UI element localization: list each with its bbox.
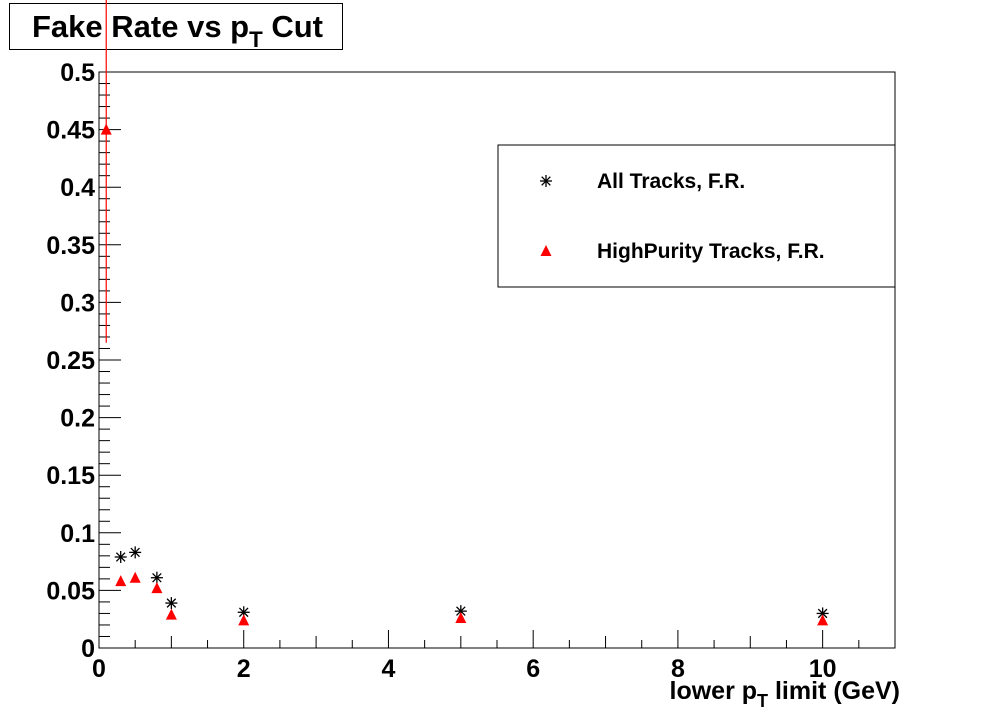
y-tick-label: 0.5 bbox=[60, 59, 95, 87]
y-tick-label: 0.4 bbox=[60, 174, 95, 202]
x-tick-label: 10 bbox=[809, 655, 837, 683]
x-axis-label: lower pT limit (GeV) bbox=[669, 677, 901, 712]
y-tick-label: 0.35 bbox=[46, 232, 95, 260]
legend-label: All Tracks, F.R. bbox=[597, 170, 745, 193]
chart-title-box: Fake Rate vs pT Cut bbox=[9, 3, 343, 53]
data-point-highpurity bbox=[115, 575, 127, 587]
y-tick-label: 0 bbox=[81, 635, 95, 663]
legend-label: HighPurity Tracks, F.R. bbox=[597, 240, 825, 263]
legend-marker bbox=[540, 245, 552, 256]
y-tick-label: 0.15 bbox=[46, 462, 95, 490]
data-point-highpurity bbox=[100, 123, 112, 135]
chart-title: Fake Rate vs pT Cut bbox=[32, 9, 324, 53]
x-tick-label: 6 bbox=[526, 655, 540, 683]
x-tick-label: 2 bbox=[237, 655, 251, 683]
y-tick-label: 0.25 bbox=[46, 347, 95, 375]
y-tick-label: 0.45 bbox=[46, 117, 95, 145]
data-point-highpurity bbox=[455, 612, 467, 624]
x-tick-label: 4 bbox=[382, 655, 396, 683]
data-point-all-tracks bbox=[150, 571, 163, 584]
y-tick-label: 0.1 bbox=[60, 520, 95, 548]
x-tick-label: 8 bbox=[671, 655, 685, 683]
y-tick-label: 0.2 bbox=[60, 405, 95, 433]
data-point-highpurity bbox=[817, 614, 829, 626]
legend-marker bbox=[540, 175, 552, 187]
data-point-highpurity bbox=[165, 608, 177, 620]
data-point-highpurity bbox=[151, 582, 163, 594]
data-point-highpurity bbox=[129, 571, 141, 583]
data-point-all-tracks bbox=[114, 550, 127, 563]
legend-box bbox=[497, 144, 896, 288]
data-point-all-tracks bbox=[129, 546, 142, 559]
data-point-highpurity bbox=[238, 614, 250, 626]
data-point-all-tracks bbox=[165, 597, 178, 610]
x-tick-label: 0 bbox=[92, 655, 106, 683]
y-tick-label: 0.3 bbox=[60, 289, 95, 317]
y-tick-label: 0.05 bbox=[46, 577, 95, 605]
